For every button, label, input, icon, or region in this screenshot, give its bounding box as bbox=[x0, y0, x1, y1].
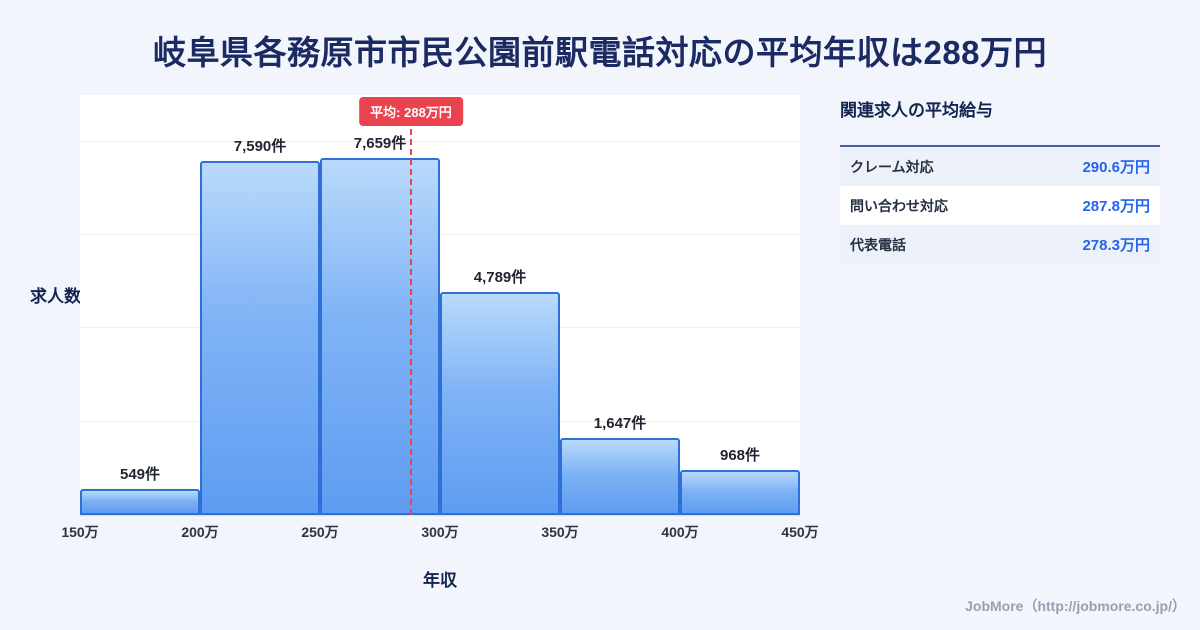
x-tick-label: 150万 bbox=[61, 524, 99, 540]
y-axis-label: 求人数 bbox=[30, 287, 81, 306]
job-type-label: 問い合わせ対応 bbox=[850, 197, 948, 214]
bar-value-label: 7,590件 bbox=[233, 138, 287, 155]
bar-value-label: 4,789件 bbox=[473, 269, 527, 286]
average-line bbox=[410, 129, 412, 515]
histogram-bar: 1,647件 bbox=[560, 415, 680, 515]
job-type-label: クレーム対応 bbox=[850, 158, 934, 175]
histogram-bar: 549件 bbox=[80, 466, 200, 515]
job-type-label: 代表電話 bbox=[850, 236, 906, 253]
salary-table: クレーム対応 290.6万円 問い合わせ対応 287.8万円 代表電話 278.… bbox=[840, 145, 1160, 264]
x-tick-label: 200万 bbox=[181, 524, 219, 540]
x-axis-ticks: 150万 200万 250万 300万 350万 400万 450万 bbox=[61, 522, 818, 542]
x-axis-label: 年収 bbox=[423, 571, 457, 590]
footer-credit: JobMore（http://jobmore.co.jp/） bbox=[965, 598, 1186, 614]
table-row: クレーム対応 290.6万円 bbox=[840, 147, 1160, 186]
bar-value-label: 968件 bbox=[719, 447, 761, 464]
bar-value-label: 1,647件 bbox=[593, 415, 647, 432]
x-tick-label: 250万 bbox=[301, 524, 339, 540]
table-row: 代表電話 278.3万円 bbox=[840, 225, 1160, 264]
x-tick-label: 450万 bbox=[781, 524, 819, 540]
bar-value-label: 7,659件 bbox=[353, 135, 407, 152]
histogram-bar: 7,659件 bbox=[320, 135, 440, 515]
bars-container: 549件 7,590件 7,659件 4,789件 1,647件 968件 bbox=[80, 95, 800, 515]
plot-area: 549件 7,590件 7,659件 4,789件 1,647件 968件 平均: 288… bbox=[80, 95, 800, 516]
histogram-bar: 968件 bbox=[680, 447, 800, 515]
x-tick-label: 400万 bbox=[661, 524, 699, 540]
page-title: 岐阜県各務原市市民公園前駅電話対応の平均年収は288万円 bbox=[152, 34, 1048, 71]
related-jobs-panel: 関連求人の平均給与 クレーム対応 290.6万円 問い合わせ対応 287.8万円… bbox=[840, 96, 1160, 264]
salary-value: 290.6万円 bbox=[1082, 159, 1150, 176]
panel-heading: 関連求人の平均給与 bbox=[840, 101, 993, 120]
x-tick-label: 300万 bbox=[421, 524, 459, 540]
salary-value: 278.3万円 bbox=[1082, 237, 1150, 254]
gridline bbox=[80, 141, 800, 142]
histogram-bar: 4,789件 bbox=[440, 269, 560, 515]
gridline bbox=[80, 234, 800, 235]
histogram-bar: 7,590件 bbox=[200, 138, 320, 515]
salary-value: 287.8万円 bbox=[1082, 198, 1150, 215]
table-row: 問い合わせ対応 287.8万円 bbox=[840, 186, 1160, 225]
bar-value-label: 549件 bbox=[119, 466, 161, 483]
average-badge: 平均: 288万円 bbox=[359, 97, 463, 126]
x-tick-label: 350万 bbox=[541, 524, 579, 540]
